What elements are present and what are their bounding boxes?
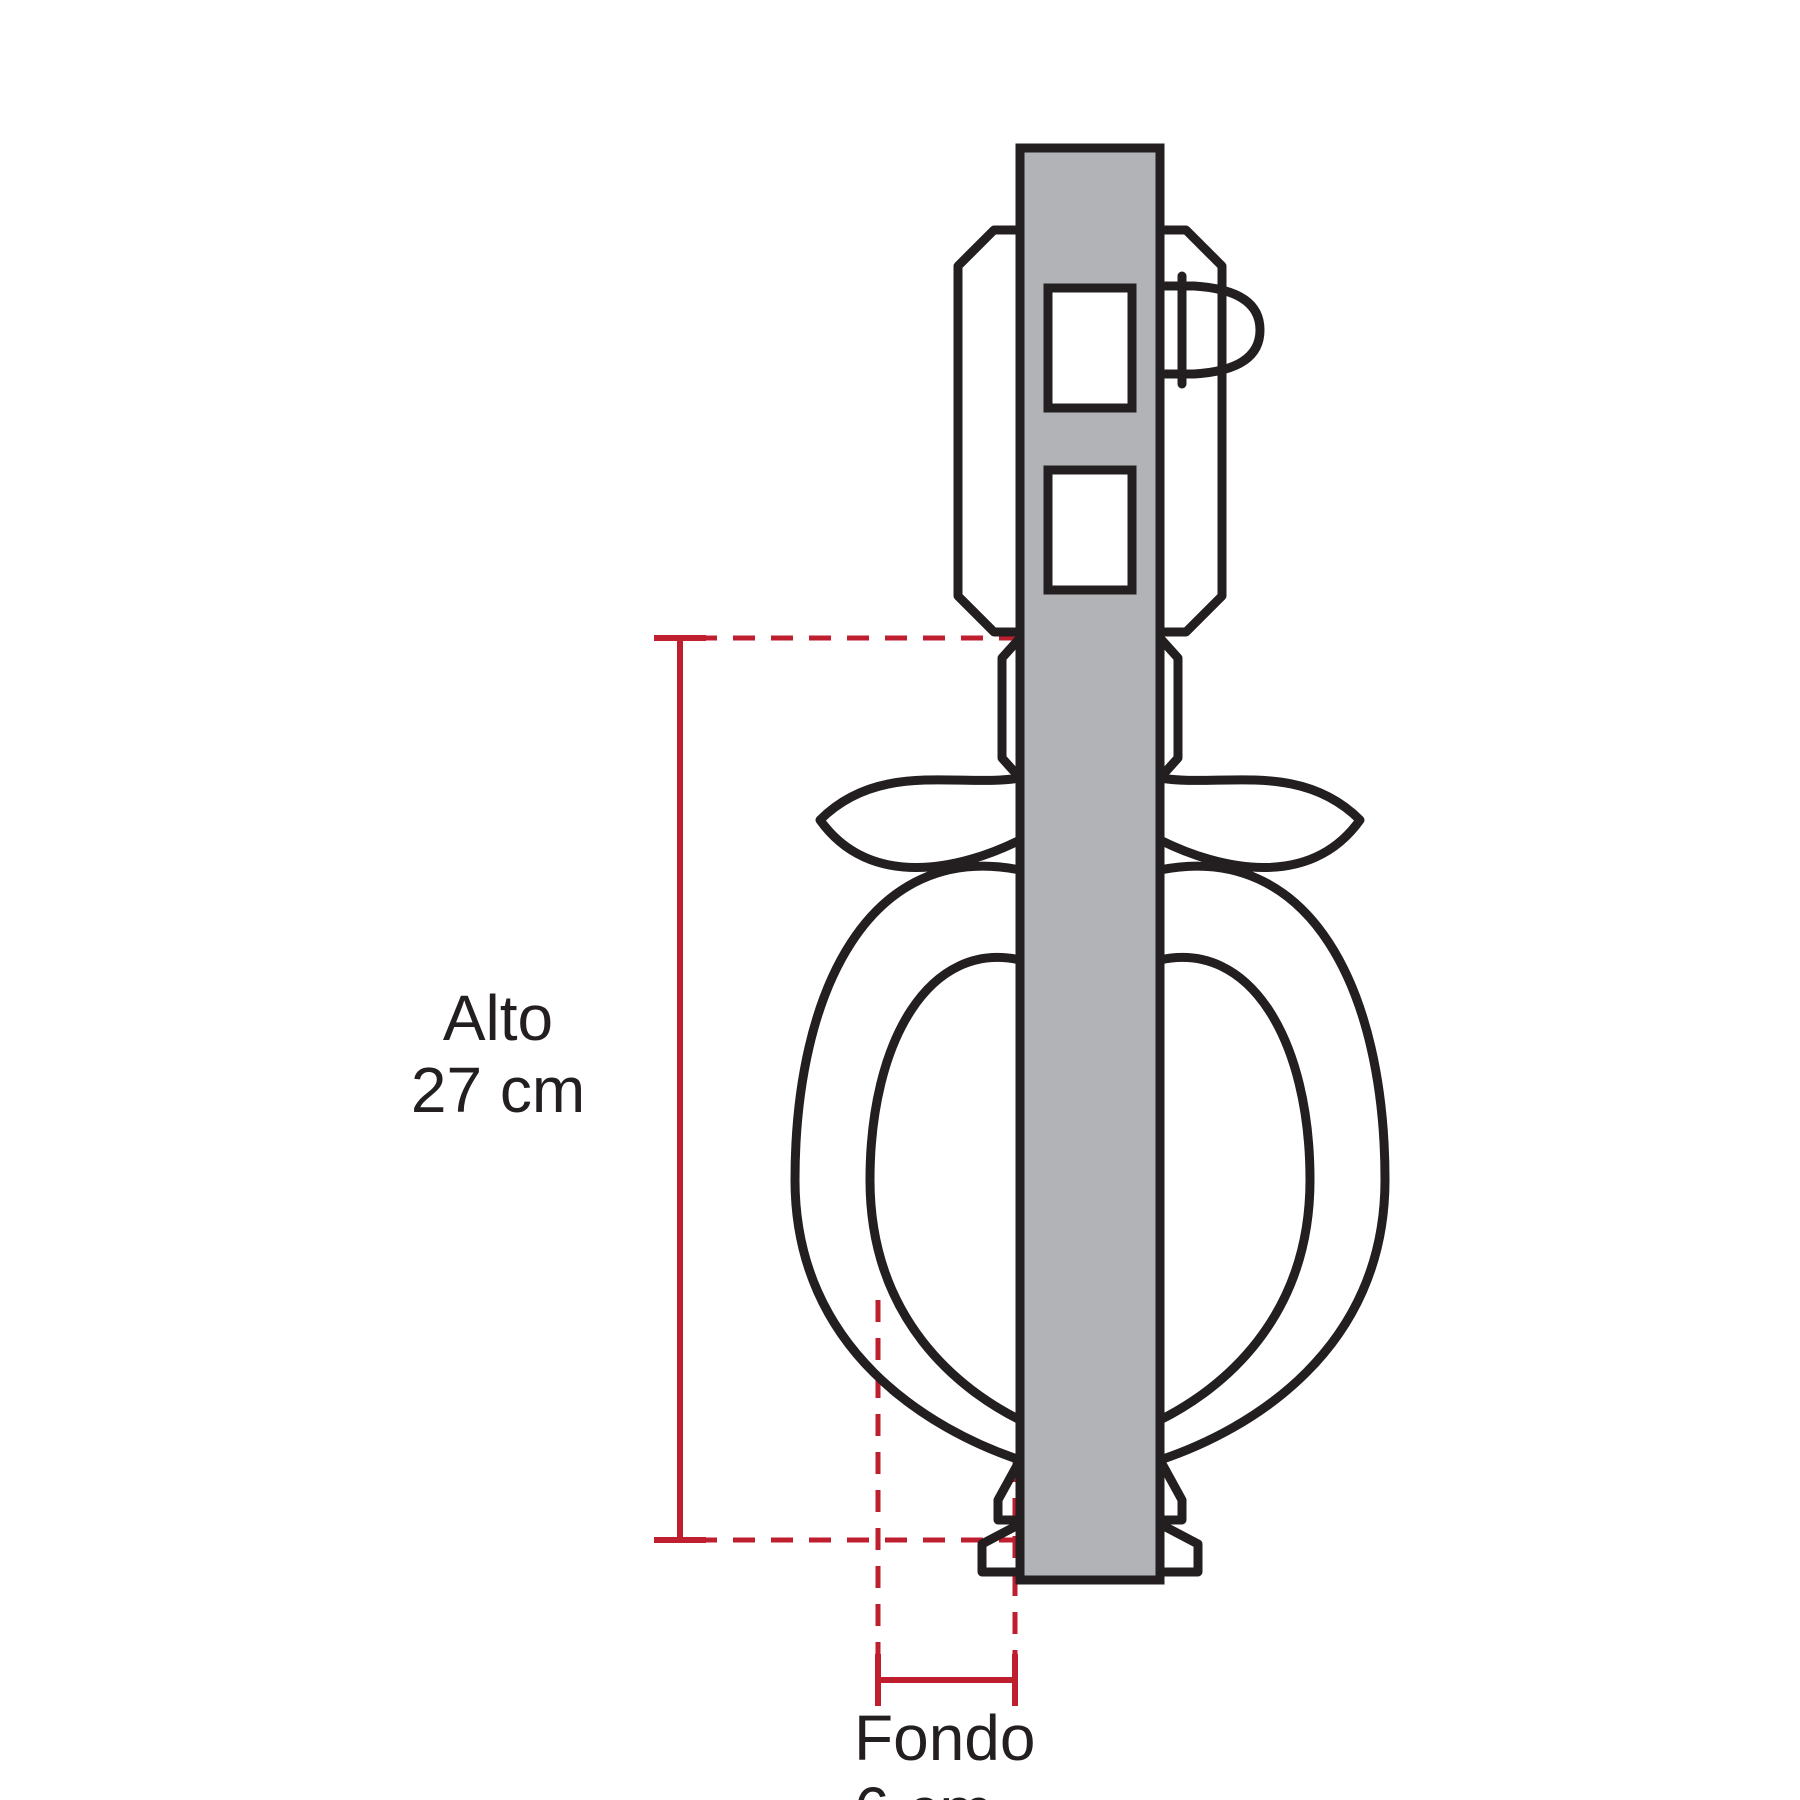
svg-text:27 cm: 27 cm <box>411 1054 585 1126</box>
svg-text:Fondo: Fondo <box>854 1702 1035 1774</box>
svg-text:Alto: Alto <box>443 982 553 1054</box>
svg-text:6 cm: 6 cm <box>854 1774 993 1800</box>
dimension-lines <box>654 638 1015 1706</box>
label-alto: Alto27 cm <box>411 982 585 1126</box>
label-fondo: Fondo6 cm <box>854 1702 1035 1800</box>
